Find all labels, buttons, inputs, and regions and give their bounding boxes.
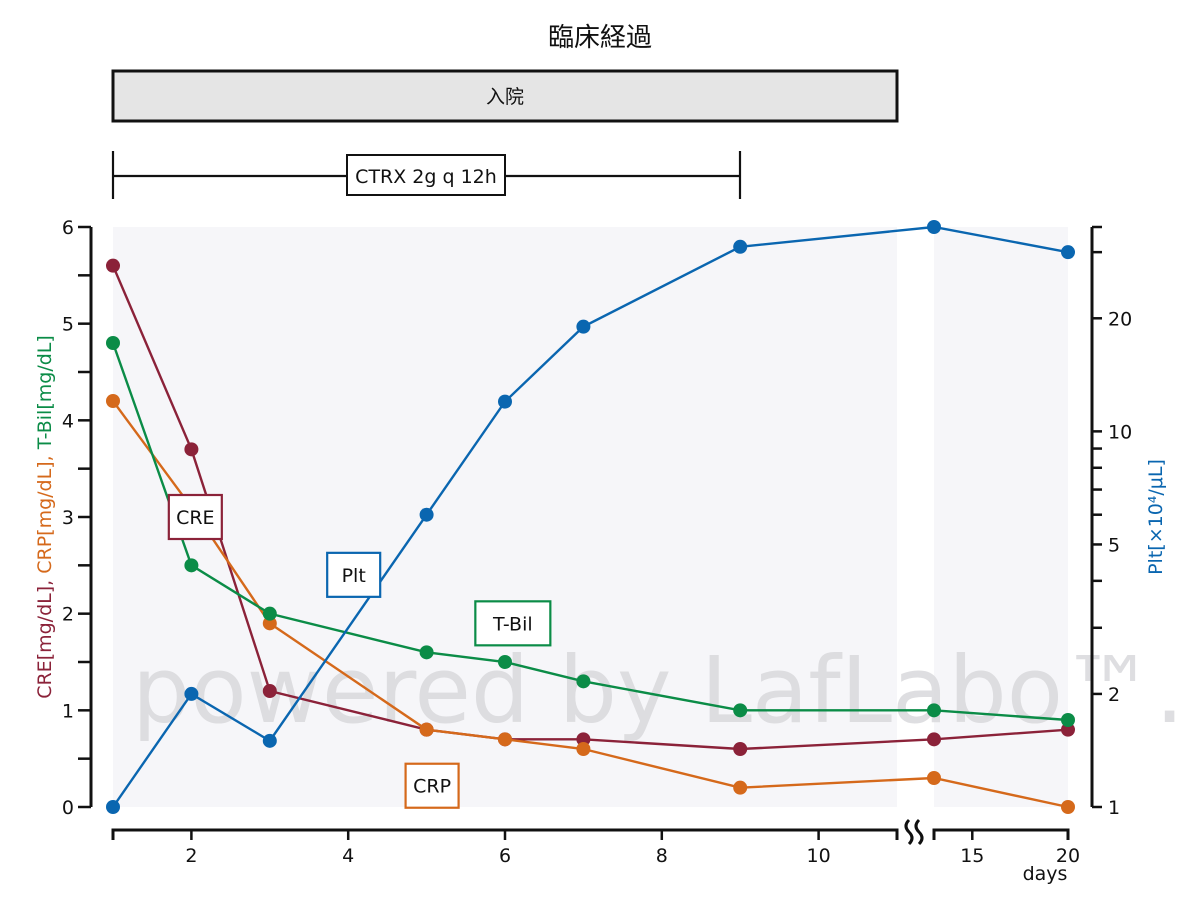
left-tick-label: 3 [62,507,74,529]
data-point [498,394,512,409]
left-tick-label: 4 [62,410,74,432]
label-plt: Plt [326,551,382,598]
x-tick-label: 8 [656,845,668,867]
x-tick-label: 20 [1056,845,1080,867]
label-crp: CRP [404,762,460,809]
label-t-bil: T-Bil [474,600,552,647]
data-point [419,507,434,522]
data-point [184,686,199,701]
data-point [262,616,277,631]
label-cre: CRE [167,493,223,541]
admission-bar: 入院 [111,69,899,123]
left-tick-label: 0 [62,797,74,819]
data-point [184,442,199,457]
data-point [106,258,120,273]
data-point [498,655,512,669]
data-point [927,732,941,747]
data-point [262,684,277,698]
series-plt [106,220,1075,814]
data-point [184,558,199,573]
right-tick-label: 20 [1108,308,1132,330]
data-point [1061,722,1075,737]
left-tick-label: 2 [62,604,74,626]
data-point [576,732,591,747]
left-tick-label: 6 [62,217,74,239]
x-tick-label: 15 [960,845,984,867]
data-point [927,771,941,785]
data-point [733,742,748,756]
data-point [1061,800,1075,814]
data-point [106,394,120,408]
data-point [733,239,748,254]
data-point [927,703,941,718]
right-tick-label: 2 [1108,684,1120,706]
x-tick-label: 2 [185,845,197,867]
treatment-bar: CTRX 2g q 12h [111,151,742,199]
watermark: powered by LafLabo™. [132,637,1184,744]
data-point [927,220,941,234]
right-tick-label: 5 [1108,534,1120,556]
data-point [262,606,277,621]
data-point [576,742,591,756]
svg-text:Plt: Plt [342,565,366,587]
right-axis-title: Plt[×10⁴/μL] [1145,459,1167,575]
data-point [733,703,748,718]
x-tick-label: 6 [499,845,511,867]
data-point [106,800,120,814]
data-point [419,722,434,737]
axes: 0 1 2 3 4 5 6 1 2 5 10 20 2 4 6 8 10 15 20 [62,217,1132,867]
series-t-bil [106,336,1075,727]
plot-background [113,227,1068,807]
svg-text:CRE: CRE [176,507,214,529]
svg-text:CRP: CRP [413,776,451,798]
data-point [262,733,277,748]
data-point [733,780,748,795]
axis-break-icon [914,818,924,846]
x-tick-label: 4 [342,845,354,867]
right-tick-label: 1 [1108,797,1120,819]
x-axis-title: days [1023,863,1068,885]
x-tick-label: 10 [807,845,831,867]
left-axis-title: CRE[mg/dL], CRP[mg/dL], T-Bil[mg/dL] [34,335,56,699]
left-tick-label: 5 [62,314,74,336]
series-lines [106,220,1075,814]
svg-text:T-Bil: T-Bil [492,613,533,635]
right-tick-label: 10 [1108,421,1132,443]
axis-break-icon [904,818,914,846]
left-tick-label: 1 [62,700,74,722]
data-point [419,645,434,660]
admission-label: 入院 [486,86,524,108]
data-point [106,336,120,350]
data-point [498,732,512,747]
series-labels: CRE CRP T-Bil Plt [167,493,552,809]
chart-title: 臨床経過 [548,23,652,53]
data-point [576,319,591,334]
data-point [1061,713,1075,727]
data-point [1061,245,1075,260]
data-point [576,674,591,689]
treatment-label: CTRX 2g q 12h [355,166,497,188]
